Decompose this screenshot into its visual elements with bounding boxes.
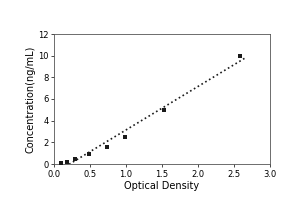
Point [64,161,69,164]
Point [105,145,110,149]
Point [58,162,63,165]
Point [87,152,92,155]
Point [162,108,167,111]
Y-axis label: Concentration(ng/mL): Concentration(ng/mL) [25,45,35,153]
X-axis label: Optical Density: Optical Density [124,181,200,191]
Point [73,157,77,161]
Point [238,54,242,57]
Point [122,135,127,139]
